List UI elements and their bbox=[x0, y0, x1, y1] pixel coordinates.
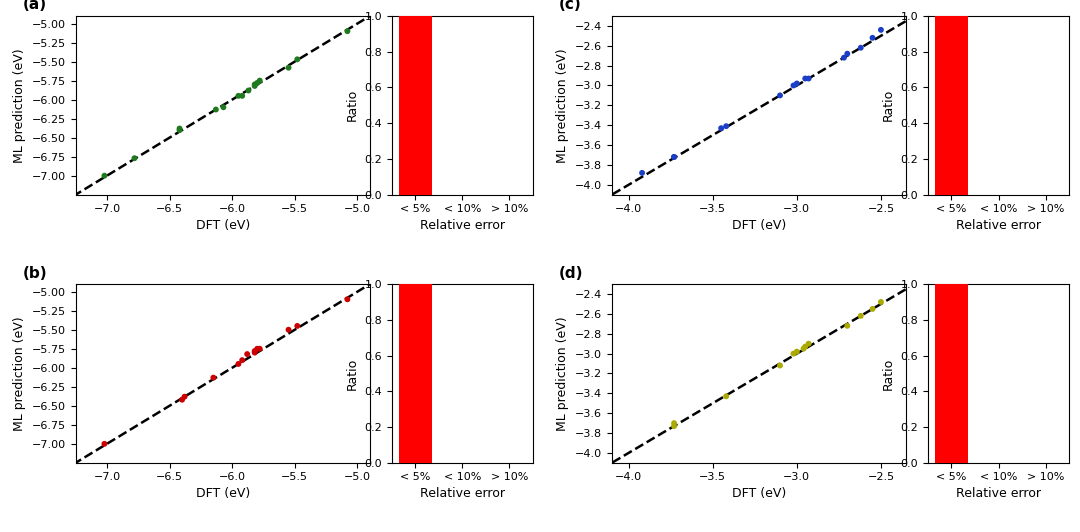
Point bbox=[205, 373, 222, 382]
Point bbox=[126, 154, 144, 162]
Point bbox=[835, 53, 852, 62]
Point bbox=[771, 361, 788, 370]
Point bbox=[246, 80, 264, 89]
Point bbox=[339, 27, 356, 36]
Point bbox=[839, 49, 856, 58]
Bar bbox=[399, 16, 432, 195]
Point bbox=[665, 153, 683, 161]
Point bbox=[665, 422, 683, 430]
Point bbox=[240, 86, 257, 95]
Point bbox=[839, 321, 856, 330]
X-axis label: Relative error: Relative error bbox=[956, 487, 1041, 501]
Point bbox=[339, 295, 356, 304]
Y-axis label: ML prediction (eV): ML prediction (eV) bbox=[13, 48, 26, 163]
Point bbox=[230, 360, 247, 368]
Point bbox=[246, 82, 264, 90]
Point bbox=[800, 339, 818, 348]
Point bbox=[797, 74, 814, 83]
Point bbox=[665, 153, 683, 161]
Point bbox=[717, 122, 734, 130]
X-axis label: DFT (eV): DFT (eV) bbox=[195, 487, 249, 501]
Point bbox=[280, 63, 297, 72]
Y-axis label: Ratio: Ratio bbox=[346, 89, 359, 121]
Point bbox=[233, 92, 251, 100]
Point bbox=[280, 326, 297, 334]
Point bbox=[864, 34, 881, 42]
Point bbox=[785, 350, 802, 358]
Point bbox=[288, 55, 306, 63]
Point bbox=[788, 79, 806, 88]
Bar bbox=[399, 284, 432, 463]
Point bbox=[171, 126, 188, 134]
Bar bbox=[935, 284, 968, 463]
Point bbox=[797, 343, 814, 351]
Point bbox=[665, 419, 683, 427]
Point bbox=[713, 124, 730, 132]
Y-axis label: Ratio: Ratio bbox=[882, 358, 895, 389]
X-axis label: Relative error: Relative error bbox=[420, 487, 504, 501]
Point bbox=[251, 345, 268, 353]
Point bbox=[176, 393, 193, 401]
X-axis label: Relative error: Relative error bbox=[420, 219, 504, 232]
Text: (a): (a) bbox=[23, 0, 46, 12]
Point bbox=[246, 348, 264, 357]
Point bbox=[207, 105, 225, 114]
Point bbox=[771, 91, 788, 99]
Y-axis label: Ratio: Ratio bbox=[346, 358, 359, 389]
Bar bbox=[935, 16, 968, 195]
Point bbox=[248, 79, 266, 87]
Point bbox=[246, 347, 264, 355]
Point bbox=[864, 305, 881, 313]
X-axis label: Relative error: Relative error bbox=[956, 219, 1041, 232]
Y-axis label: Ratio: Ratio bbox=[882, 89, 895, 121]
Point bbox=[852, 44, 869, 52]
Point bbox=[288, 322, 306, 330]
Y-axis label: ML prediction (eV): ML prediction (eV) bbox=[556, 316, 569, 431]
Text: (c): (c) bbox=[558, 0, 582, 12]
Text: (b): (b) bbox=[23, 265, 48, 280]
Point bbox=[171, 124, 188, 133]
Point bbox=[785, 81, 802, 90]
Y-axis label: ML prediction (eV): ML prediction (eV) bbox=[13, 316, 26, 431]
Point bbox=[634, 169, 651, 177]
Point bbox=[800, 74, 818, 83]
Y-axis label: ML prediction (eV): ML prediction (eV) bbox=[556, 48, 569, 163]
X-axis label: DFT (eV): DFT (eV) bbox=[732, 487, 786, 501]
Text: (d): (d) bbox=[558, 265, 583, 280]
Point bbox=[795, 344, 812, 353]
Point bbox=[873, 26, 890, 34]
Point bbox=[248, 345, 266, 353]
Point bbox=[96, 439, 113, 448]
Point bbox=[239, 350, 256, 359]
Point bbox=[873, 298, 890, 306]
Point bbox=[96, 171, 113, 180]
Point bbox=[215, 103, 232, 112]
Point bbox=[717, 392, 734, 401]
Point bbox=[852, 312, 869, 320]
Point bbox=[788, 347, 806, 356]
Point bbox=[233, 356, 251, 364]
X-axis label: DFT (eV): DFT (eV) bbox=[195, 219, 249, 232]
Point bbox=[174, 395, 191, 404]
Point bbox=[251, 77, 268, 85]
Point bbox=[230, 92, 247, 100]
X-axis label: DFT (eV): DFT (eV) bbox=[732, 219, 786, 232]
